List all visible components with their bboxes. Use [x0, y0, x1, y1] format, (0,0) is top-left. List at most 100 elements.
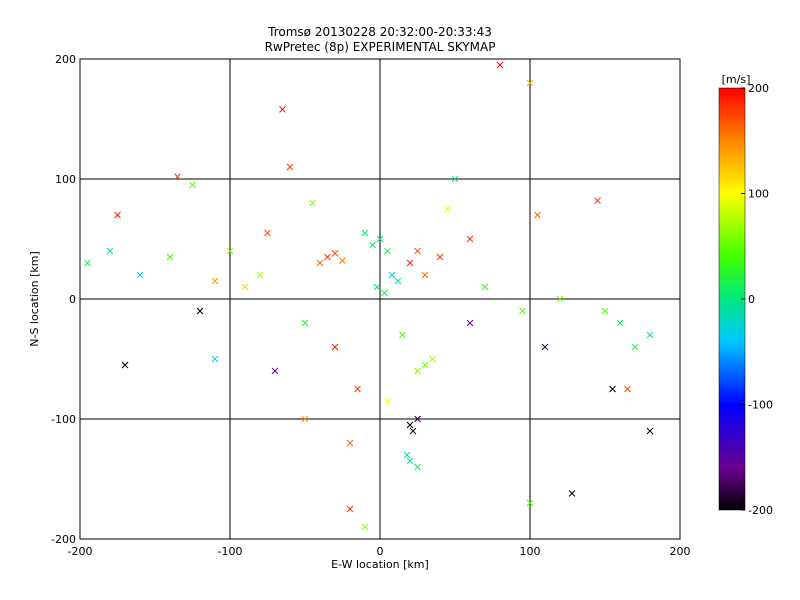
colorbar-tick-label: -200	[748, 504, 773, 517]
data-point	[624, 385, 631, 393]
data-point	[541, 343, 549, 351]
y-axis-ticks: -200 -100 0 100 200	[51, 53, 86, 546]
data-point-stroke	[399, 331, 406, 339]
data-point	[384, 247, 391, 255]
x-tick-label: 100	[520, 545, 541, 558]
data-point	[534, 211, 541, 219]
data-point	[189, 181, 196, 189]
data-point-stroke	[196, 307, 204, 315]
data-point-stroke	[211, 277, 219, 285]
x-tick-label: -100	[218, 545, 243, 558]
colorbar-tick-label: 0	[748, 293, 755, 306]
data-point-stroke	[136, 271, 144, 279]
data-point	[616, 319, 624, 327]
data-point-stroke	[481, 283, 489, 291]
data-point-stroke	[394, 277, 402, 285]
data-point	[414, 367, 421, 375]
data-point-stroke	[451, 175, 459, 183]
colorbar	[718, 87, 746, 511]
data-point-stroke	[388, 271, 396, 279]
data-point	[264, 229, 271, 237]
data-point-stroke	[421, 271, 429, 279]
x-tick-label: 200	[670, 545, 691, 558]
data-point-stroke	[106, 247, 114, 255]
data-point	[384, 397, 391, 405]
data-point-stroke	[414, 367, 421, 375]
data-point	[309, 199, 316, 207]
data-point-stroke	[361, 229, 369, 237]
data-point-stroke	[409, 427, 417, 435]
data-point-stroke	[526, 79, 534, 87]
data-point	[409, 427, 417, 435]
data-point-stroke	[646, 331, 654, 339]
colorbar-tick-label: -100	[748, 399, 773, 412]
data-point	[519, 307, 526, 315]
data-point-stroke	[286, 163, 294, 171]
data-point-stroke	[241, 283, 249, 291]
x-axis-ticks: -200 -100 0 100 200	[68, 533, 691, 558]
data-point-stroke	[414, 247, 421, 255]
data-point-stroke	[211, 355, 219, 363]
y-tick-label: 0	[69, 293, 76, 306]
data-point-stroke	[166, 253, 174, 261]
data-point-stroke	[301, 415, 309, 423]
y-tick-label: 100	[55, 173, 76, 186]
data-points	[84, 61, 654, 531]
data-point	[556, 295, 564, 303]
data-point	[106, 247, 114, 255]
data-point	[211, 277, 219, 285]
data-point-stroke	[601, 307, 609, 315]
data-point-stroke	[309, 199, 316, 207]
chart-subtitle: RwPretec (8p) EXPERIMENTAL SKYMAP	[265, 40, 496, 54]
data-point	[316, 259, 324, 267]
data-point-stroke	[384, 247, 391, 255]
data-point-stroke	[301, 319, 309, 327]
chart-title: Tromsø 20130228 20:32:00-20:33:43	[267, 25, 492, 39]
data-point	[429, 355, 436, 363]
data-point-stroke	[226, 247, 234, 255]
colorbar-unit: [m/s]	[722, 73, 751, 86]
data-point	[324, 253, 331, 261]
data-point	[84, 259, 91, 267]
data-point	[256, 271, 264, 279]
data-point-stroke	[616, 319, 624, 327]
data-point	[339, 257, 346, 264]
data-point-stroke	[406, 259, 414, 267]
data-point-stroke	[189, 181, 196, 189]
data-point	[414, 247, 421, 255]
y-axis-label: N-S location [km]	[28, 251, 41, 347]
data-point-stroke	[594, 197, 601, 204]
data-point-stroke	[534, 211, 541, 219]
data-point-stroke	[376, 235, 384, 243]
data-point-stroke	[556, 295, 564, 303]
data-point	[594, 197, 601, 204]
data-point	[466, 319, 474, 327]
colorbar-tick-label: 200	[748, 82, 769, 95]
data-point	[331, 343, 339, 351]
data-point	[526, 499, 534, 507]
data-point	[121, 361, 129, 369]
data-point	[279, 106, 286, 113]
data-point	[354, 385, 361, 393]
data-point	[241, 283, 249, 291]
data-point	[286, 163, 294, 171]
data-point	[376, 235, 384, 243]
data-point	[331, 250, 339, 257]
data-point-stroke	[496, 61, 504, 69]
data-point	[568, 490, 576, 497]
data-point	[394, 277, 402, 285]
data-point	[301, 319, 309, 327]
data-point	[346, 439, 354, 447]
data-point	[496, 61, 504, 69]
colorbar-tick-label: 100	[748, 188, 769, 201]
data-point	[226, 247, 234, 255]
data-point-stroke	[339, 257, 346, 264]
x-axis-label: E-W location [km]	[331, 558, 429, 571]
data-point	[388, 271, 396, 279]
data-point	[601, 307, 609, 315]
data-point	[451, 175, 459, 183]
data-point-stroke	[373, 283, 381, 291]
data-point-stroke	[403, 451, 411, 459]
data-point	[646, 427, 654, 435]
